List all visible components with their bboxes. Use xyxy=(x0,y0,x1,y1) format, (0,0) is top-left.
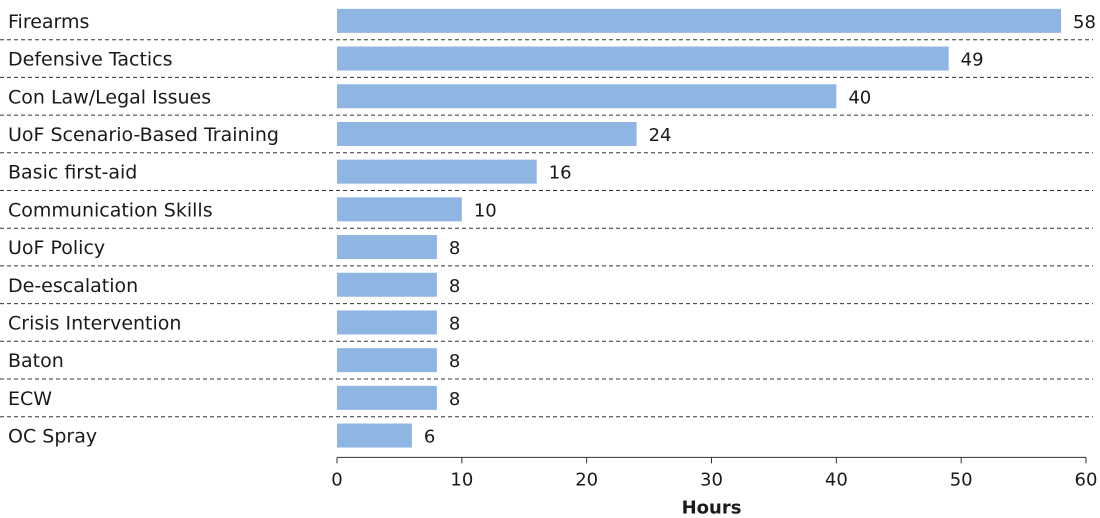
bar xyxy=(337,8,1062,33)
bar xyxy=(337,46,949,71)
x-tick-label: 10 xyxy=(450,469,473,490)
x-axis-title: Hours xyxy=(682,497,742,518)
bar xyxy=(337,385,437,410)
x-tick-label: 0 xyxy=(331,469,342,490)
category-label: UoF Policy xyxy=(8,237,105,259)
value-label: 16 xyxy=(549,163,572,184)
value-label: 49 xyxy=(961,50,984,71)
x-tick-label: 30 xyxy=(700,469,723,490)
value-label: 8 xyxy=(449,351,460,372)
category-label: Firearms xyxy=(8,11,89,33)
category-label: Communication Skills xyxy=(8,199,213,221)
value-label: 10 xyxy=(474,200,497,221)
value-label: 8 xyxy=(449,276,460,297)
bar xyxy=(337,310,437,335)
category-label: UoF Scenario-Based Training xyxy=(8,124,279,146)
chart-rows: Firearms 58 Defensive Tactics 49 Con Law/Leg… xyxy=(0,8,1096,448)
category-label: OC Spray xyxy=(8,426,97,448)
category-label: Defensive Tactics xyxy=(8,49,173,71)
category-label: Baton xyxy=(8,350,64,372)
value-label: 58 xyxy=(1073,12,1096,33)
bar xyxy=(337,348,437,373)
x-tick-label: 40 xyxy=(825,469,848,490)
category-label: Con Law/Legal Issues xyxy=(8,86,211,108)
value-label: 40 xyxy=(848,87,871,108)
value-label: 8 xyxy=(449,389,460,410)
value-label: 6 xyxy=(424,427,435,448)
bar xyxy=(337,197,462,222)
x-axis: 0 10 20 30 40 50 60 xyxy=(331,456,1098,490)
bar xyxy=(337,121,637,146)
bar xyxy=(337,159,537,184)
value-label: 8 xyxy=(449,238,460,259)
x-tick-label: 20 xyxy=(575,469,598,490)
category-label: Crisis Intervention xyxy=(8,312,181,334)
category-label: Basic first-aid xyxy=(8,162,137,184)
bar xyxy=(337,235,437,260)
value-label: 8 xyxy=(449,313,460,334)
category-label: ECW xyxy=(8,388,52,410)
x-tick-label: 50 xyxy=(950,469,973,490)
category-label: De-escalation xyxy=(8,275,138,297)
bar xyxy=(337,272,437,297)
bar xyxy=(337,84,837,109)
x-tick-label: 60 xyxy=(1075,469,1098,490)
bar xyxy=(337,423,412,448)
value-label: 24 xyxy=(649,125,672,146)
